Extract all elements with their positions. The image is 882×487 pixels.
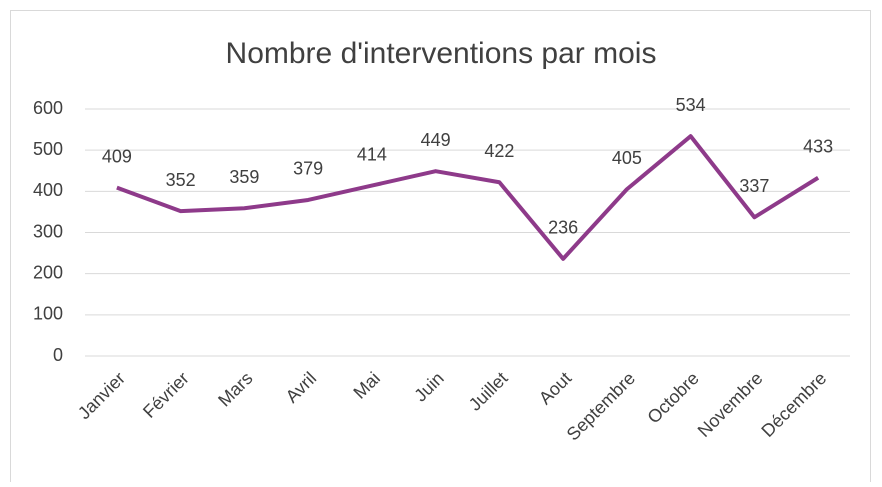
- y-tick-label: 400: [33, 180, 63, 200]
- data-label: 352: [166, 170, 196, 190]
- chart-frame: [10, 10, 871, 487]
- data-label: 422: [484, 141, 514, 161]
- data-label: 379: [293, 159, 323, 179]
- data-label: 414: [357, 144, 387, 164]
- y-tick-label: 100: [33, 304, 63, 324]
- data-label: 534: [676, 95, 706, 115]
- data-label: 359: [229, 167, 259, 187]
- data-label: 433: [803, 136, 833, 156]
- data-label: 337: [739, 176, 769, 196]
- y-tick-label: 200: [33, 262, 63, 282]
- data-label: 449: [421, 130, 451, 150]
- data-label: 236: [548, 218, 578, 238]
- y-tick-label: 500: [33, 139, 63, 159]
- data-label: 405: [612, 148, 642, 168]
- chart-title: Nombre d'interventions par mois: [226, 37, 657, 70]
- y-tick-label: 600: [33, 98, 63, 118]
- line: [116, 134, 820, 261]
- data-label: 409: [102, 146, 132, 166]
- y-tick-label: 300: [33, 221, 63, 241]
- y-tick-label: 0: [53, 345, 63, 365]
